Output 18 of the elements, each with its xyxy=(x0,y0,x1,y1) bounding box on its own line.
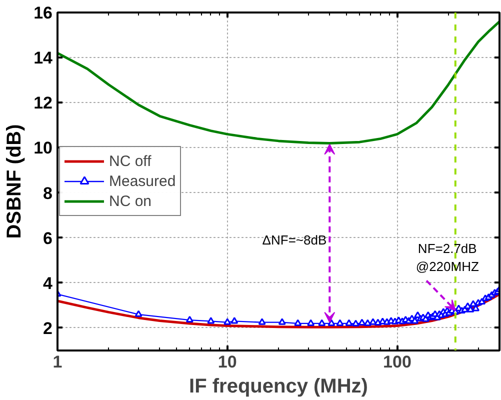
y-tick-label: 14 xyxy=(34,48,54,68)
legend-label: NC on xyxy=(109,192,152,210)
y-tick-label: 2 xyxy=(43,318,53,338)
legend-label: NC off xyxy=(109,152,152,170)
x-axis-title: IF frequency (MHz) xyxy=(189,376,368,398)
y-axis-title: DSBNF (dB) xyxy=(4,124,26,239)
y-tick-label: 6 xyxy=(43,228,53,248)
x-tick-label: 10 xyxy=(218,352,237,372)
y-tick-label: 4 xyxy=(43,274,54,293)
annotation: NF=2.7dB @220MHZ xyxy=(416,240,479,274)
y-tick-label: 12 xyxy=(34,94,53,113)
annotation: ΔNF=~8dB xyxy=(262,232,327,248)
x-tick-label: 100 xyxy=(383,352,412,372)
y-tick-label: 16 xyxy=(34,4,53,22)
x-tick-label: 1 xyxy=(52,352,62,372)
y-tick-label: 10 xyxy=(34,138,53,158)
legend-label: Measured xyxy=(109,172,176,190)
y-tick-label: 8 xyxy=(43,184,53,203)
